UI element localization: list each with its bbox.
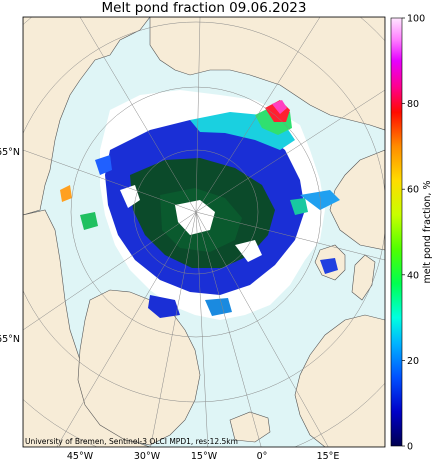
colorbar-tick-label: 40	[407, 270, 419, 281]
colorbar-ticks: 0 20 40 60 80 100	[402, 14, 425, 453]
colorbar-tick-label: 80	[407, 99, 419, 110]
data-credit: University of Bremen, Sentinel-3 OLCI MP…	[25, 437, 238, 446]
colorbar-gradient	[390, 17, 403, 447]
lon-label-15e: 15°E	[317, 451, 340, 459]
land-masses	[23, 17, 385, 447]
lon-label-15w: 15°W	[191, 451, 218, 459]
colorbar-tick-label: 100	[407, 14, 425, 25]
map-frame	[22, 16, 386, 448]
melt-pond-field	[60, 100, 340, 318]
colorbar-tick-label: 60	[407, 185, 419, 196]
colorbar-tick-label: 20	[407, 356, 419, 367]
colorbar-label: melt pond fraction, %	[422, 181, 433, 284]
colorbar: 0 20 40 60 80 100 melt pond fraction, %	[390, 14, 433, 453]
lon-label-30w: 30°W	[134, 451, 161, 459]
map-title: Melt pond fraction 09.06.2023	[101, 0, 307, 16]
lat-label-left-lower: 65°N	[0, 334, 20, 345]
lon-label-45w: 45°W	[67, 451, 94, 459]
lat-label-left-upper: 65°N	[0, 147, 20, 158]
colorbar-tick-label: 0	[407, 442, 413, 453]
lon-label-0: 0°	[257, 451, 268, 459]
